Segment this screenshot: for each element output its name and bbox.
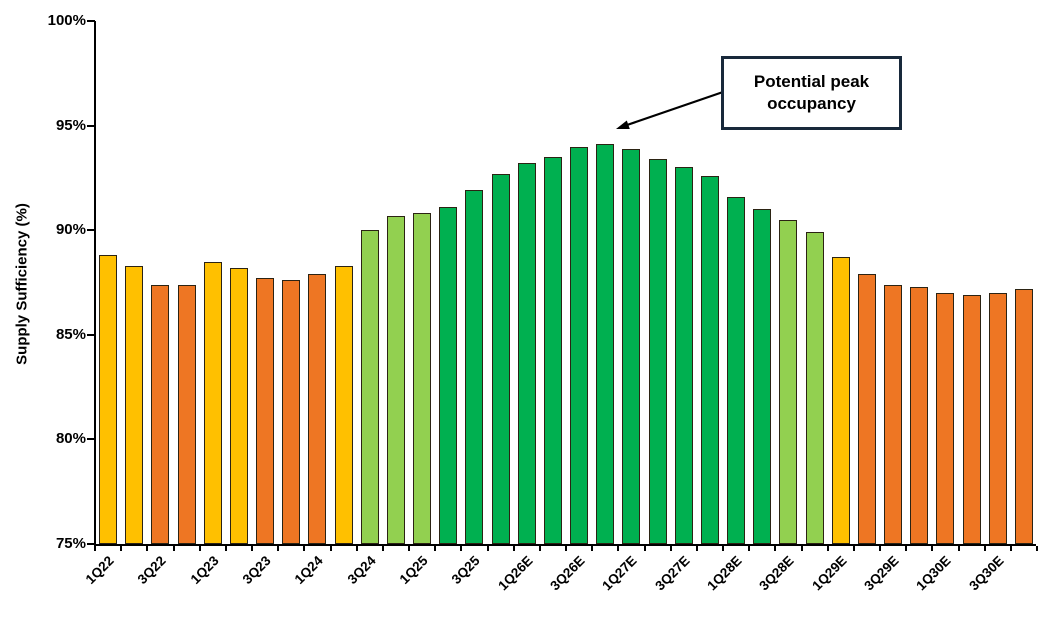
bar-3Q28E	[779, 219, 798, 544]
x-tick-mark	[957, 546, 960, 551]
bar-2Q30E	[962, 295, 981, 544]
x-tick-mark	[460, 546, 463, 551]
bar-4Q28E	[805, 232, 824, 544]
x-tick-mark	[355, 546, 358, 551]
x-tick-mark	[879, 546, 881, 551]
y-tick-mark	[87, 333, 95, 336]
x-tick-mark	[538, 546, 541, 551]
bar-1Q28E	[727, 196, 746, 544]
y-tick-mark	[87, 543, 95, 545]
bar-4Q23	[282, 280, 301, 544]
bar-2Q25	[439, 207, 458, 544]
y-tick-label-100: 100%	[47, 12, 86, 29]
annotation-text: Potential peak occupancy	[753, 72, 870, 113]
x-tick-mark	[381, 546, 384, 551]
x-tick-mark	[1036, 546, 1038, 551]
bar-1Q24	[308, 274, 327, 544]
x-tick-mark	[748, 546, 751, 551]
bar-2Q23	[229, 267, 248, 544]
y-tick-label-90: 90%	[55, 221, 86, 239]
x-tick-mark	[1009, 546, 1012, 551]
x-tick-mark	[800, 546, 803, 551]
x-tick-mark	[94, 546, 96, 551]
y-tick-mark	[87, 438, 95, 441]
bar-3Q26E	[570, 146, 589, 544]
y-tick-label-95: 95%	[55, 116, 86, 134]
x-tick-mark	[277, 546, 280, 551]
bar-1Q22	[99, 255, 118, 544]
bar-2Q24	[334, 265, 353, 544]
x-tick-mark	[905, 546, 908, 551]
y-tick-mark	[87, 229, 95, 232]
bar-4Q27E	[700, 175, 719, 544]
x-tick-mark	[251, 546, 253, 551]
x-tick-mark	[774, 546, 777, 551]
bar-1Q23	[203, 261, 222, 544]
bar-4Q29E	[910, 286, 929, 544]
x-tick-mark	[224, 546, 227, 551]
bar-1Q27E	[622, 148, 641, 544]
x-tick-mark	[434, 546, 437, 551]
x-tick-mark	[120, 546, 123, 551]
x-tick-mark	[983, 546, 986, 551]
bar-1Q26E	[517, 163, 536, 544]
y-tick-label-80: 80%	[55, 430, 86, 448]
bar-3Q27E	[674, 167, 693, 544]
x-tick-mark	[722, 546, 724, 551]
bar-4Q26E	[596, 144, 615, 544]
bar-2Q29E	[857, 274, 876, 544]
x-tick-mark	[565, 546, 567, 551]
bar-3Q23	[256, 278, 275, 544]
bar-1Q29E	[831, 257, 850, 544]
x-tick-mark	[826, 546, 829, 551]
bar-4Q24	[386, 215, 405, 544]
x-tick-mark	[303, 546, 306, 551]
y-tick-label-85: 85%	[55, 325, 86, 343]
annotation-arrow-line	[626, 90, 724, 127]
x-tick-mark	[852, 546, 855, 551]
x-tick-mark	[198, 546, 201, 551]
bar-2Q22	[125, 265, 144, 544]
x-tick-mark	[591, 546, 594, 551]
x-tick-mark	[931, 546, 934, 551]
annotation-arrowhead-icon	[616, 120, 630, 129]
x-tick-mark	[617, 546, 620, 551]
x-tick-mark	[669, 546, 672, 551]
bar-3Q30E	[988, 292, 1007, 544]
x-axis-line	[94, 544, 1036, 546]
x-tick-mark	[329, 546, 332, 551]
annotation-box: Potential peak occupancy	[721, 56, 902, 130]
bar-4Q30E	[1014, 288, 1033, 544]
bar-1Q25	[413, 213, 432, 544]
bar-2Q28E	[753, 209, 772, 544]
x-tick-mark	[172, 546, 175, 551]
x-tick-mark	[695, 546, 698, 551]
x-tick-mark	[512, 546, 515, 551]
bar-2Q27E	[648, 159, 667, 544]
y-tick-mark	[87, 20, 95, 22]
x-tick-mark	[643, 546, 646, 551]
x-tick-mark	[486, 546, 489, 551]
y-tick-label-75: 75%	[55, 535, 86, 552]
x-tick-mark	[146, 546, 149, 551]
bar-3Q29E	[884, 284, 903, 544]
bar-3Q25	[465, 190, 484, 544]
y-tick-mark	[87, 124, 95, 127]
y-axis-line	[94, 21, 96, 546]
bar-3Q22	[151, 284, 170, 544]
bar-4Q22	[177, 284, 196, 544]
bar-2Q26E	[543, 156, 562, 544]
x-tick-mark	[408, 546, 410, 551]
bar-1Q30E	[936, 292, 955, 544]
bar-3Q24	[360, 230, 379, 544]
bar-4Q25	[491, 173, 510, 544]
